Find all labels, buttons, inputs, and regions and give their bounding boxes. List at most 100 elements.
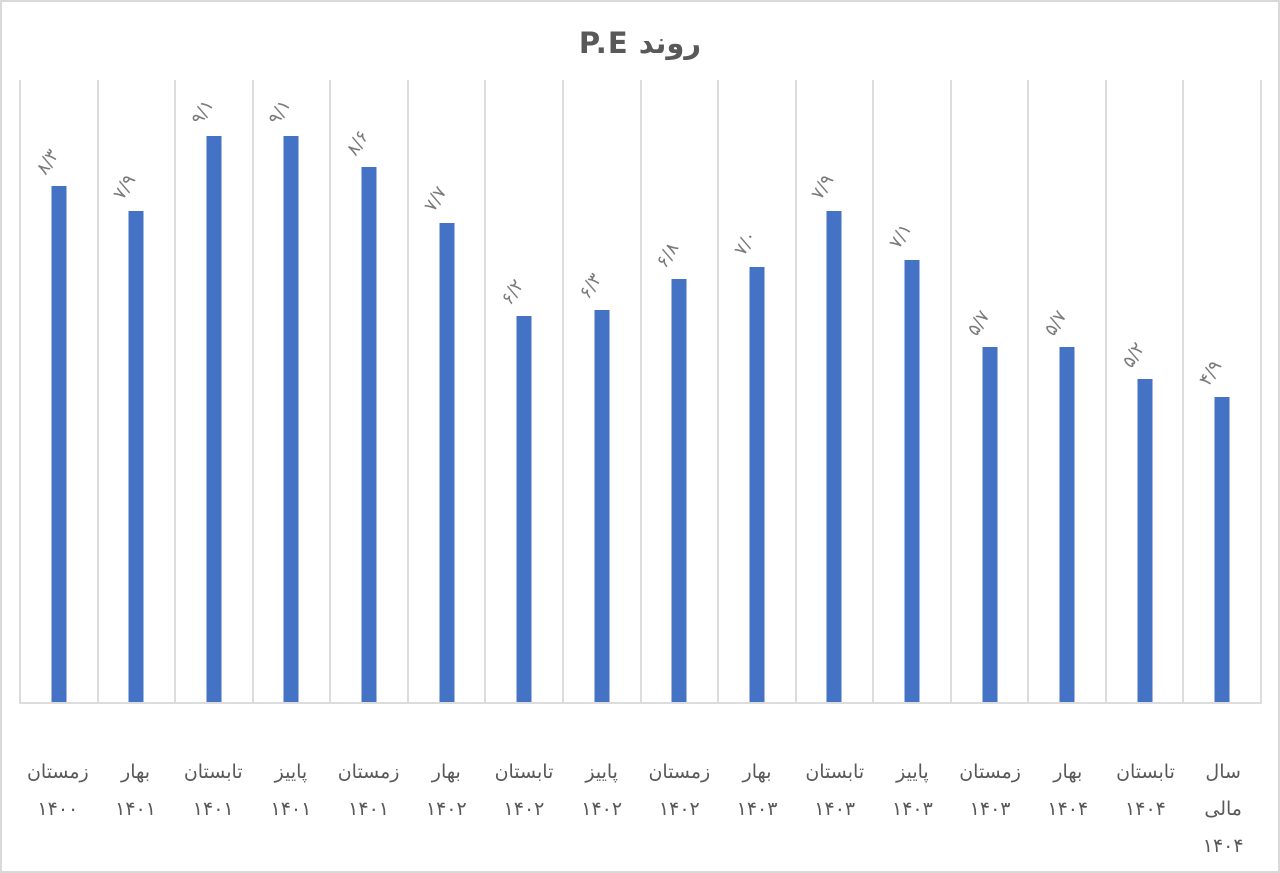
bar: [283, 135, 299, 702]
bar: [904, 260, 920, 702]
x-axis-label: تابستان ۱۴۰۳: [796, 704, 874, 865]
category-column: ۷/۰: [717, 80, 795, 702]
x-axis-label-line: ۱۴۰۱: [270, 798, 312, 820]
bar-value-label: ۴/۹: [1195, 357, 1227, 390]
x-axis-label: بهار ۱۴۰۳: [718, 704, 796, 865]
category-column: ۹/۱: [251, 80, 330, 702]
bar-value-label: ۸/۶: [342, 126, 374, 160]
x-axis-label: پاییز ۱۴۰۱: [252, 704, 330, 865]
category-column: ۵/۷: [949, 80, 1028, 702]
x-axis-label-line: ۱۴۰۴: [1202, 835, 1244, 857]
x-axis-label-line: زمستان: [648, 761, 711, 783]
bar-value-label: ۵/۲: [1117, 338, 1149, 372]
x-axis-label: سال مالی ۱۴۰۴: [1184, 704, 1262, 865]
bar: [594, 310, 610, 702]
category-column: ۵/۲: [1104, 80, 1183, 702]
x-axis-label-line: تابستان: [1116, 761, 1175, 783]
x-axis-label-line: ۱۴۰۳: [891, 798, 933, 820]
x-axis-label: پاییز ۱۴۰۳: [874, 704, 952, 865]
bar: [128, 210, 144, 702]
x-axis-label: زمستان ۱۴۰۰: [19, 704, 97, 865]
bar-value-label: ۸/۳: [31, 145, 64, 179]
x-axis-label: زمستان ۱۴۰۲: [641, 704, 719, 865]
category-column: ۶/۲: [484, 80, 562, 702]
x-axis-label-line: تابستان: [494, 761, 554, 783]
bar: [51, 185, 67, 702]
bar: [982, 347, 998, 702]
bar-value-label: ۹/۱: [186, 95, 219, 129]
category-column: ۶/۳: [561, 80, 640, 702]
x-axis-label: تابستان ۱۴۰۴: [1107, 704, 1185, 865]
x-axis-label: بهار ۱۴۰۴: [1029, 704, 1107, 865]
x-axis-label-line: ۱۴۰۴: [1047, 798, 1089, 820]
bar-value-label: ۹/۱: [264, 95, 296, 129]
x-axis-label: تابستان ۱۴۰۲: [485, 704, 563, 865]
bar: [1137, 378, 1153, 702]
bar: [206, 135, 222, 702]
bar: [1059, 347, 1075, 702]
x-axis-label-line: بهار: [1053, 761, 1083, 783]
x-axis-label-line: زمستان: [337, 761, 400, 783]
bar: [439, 223, 455, 702]
bar: [516, 316, 532, 702]
category-column: ۷/۷: [406, 80, 485, 702]
bar-value-label: ۶/۲: [497, 276, 529, 309]
x-axis-label-line: ۱۴۰۳: [736, 798, 778, 820]
x-axis-label-line: زمستان: [26, 761, 89, 783]
x-axis-label-line: ۱۴۰۱: [115, 798, 156, 820]
x-axis-label-line: ۱۴۰۰: [37, 798, 79, 820]
bar-value-label: ۷/۹: [109, 170, 141, 204]
x-axis-label: تابستان ۱۴۰۱: [174, 704, 252, 865]
x-axis-label: زمستان ۱۴۰۳: [951, 704, 1029, 865]
x-axis-label-line: ۱۴۰۳: [814, 798, 856, 820]
category-column: ۴/۹: [1182, 80, 1260, 702]
category-column: ۸/۶: [329, 80, 407, 702]
x-axis-label-line: پاییز: [585, 761, 618, 783]
x-axis-label-line: تابستان: [183, 761, 243, 783]
x-axis-label-line: ۱۴۰۲: [503, 798, 545, 820]
x-axis-label-line: پاییز: [274, 761, 308, 783]
x-axis-label-line: بهار: [431, 761, 461, 783]
x-axis-label-line: ۱۴۰۲: [425, 798, 467, 820]
x-axis-label-line: مالی: [1204, 798, 1242, 820]
category-column: ۸/۳: [19, 80, 97, 702]
bar: [826, 210, 842, 702]
x-axis-label-line: پاییز: [896, 761, 929, 783]
plot-area: ۸/۳ ۷/۹ ۹/۱ ۹/۱ ۸/۶ ۷/۷ ۶/۲ ۶/۳ ۶/۸ ۷/۰ ۷/۹ ۷/۱ ۵/۷ ۵…: [19, 80, 1262, 704]
x-axis-label-line: بهار: [121, 761, 151, 783]
x-axis-label-line: ۱۴۰۴: [1125, 798, 1166, 820]
x-axis-label: پاییز ۱۴۰۲: [563, 704, 641, 865]
bar-value-label: ۷/۹: [807, 170, 839, 204]
category-column: ۹/۱: [174, 80, 252, 702]
bar: [671, 279, 687, 702]
category-column: ۶/۸: [639, 80, 718, 702]
x-axis-label: بهار ۱۴۰۲: [407, 704, 485, 865]
category-column: ۵/۷: [1027, 80, 1105, 702]
x-axis-label-line: زمستان: [959, 761, 1021, 783]
x-axis-label-line: ۱۴۰۲: [658, 798, 700, 820]
bar-value-label: ۶/۳: [574, 269, 607, 303]
chart-title: روند P.E: [578, 26, 702, 60]
bar-value-label: ۷/۰: [729, 226, 762, 260]
bar-value-label: ۷/۱: [885, 220, 917, 253]
category-column: ۷/۹: [96, 80, 175, 702]
bar-value-label: ۷/۷: [419, 182, 451, 216]
x-axis-label-line: ۱۴۰۱: [348, 798, 389, 820]
x-axis-label: زمستان ۱۴۰۱: [330, 704, 408, 865]
category-column: ۷/۹: [794, 80, 873, 702]
bar: [1214, 397, 1230, 702]
bar-value-label: ۶/۸: [652, 238, 684, 272]
bar-value-label: ۵/۷: [962, 307, 994, 340]
bar-value-label: ۵/۷: [1040, 307, 1072, 340]
bar: [749, 266, 765, 702]
x-axis-label-line: بهار: [742, 761, 772, 783]
x-axis-label-line: تابستان: [805, 761, 865, 783]
x-axis-label: بهار ۱۴۰۱: [97, 704, 175, 865]
x-axis-label-line: ۱۴۰۱: [192, 798, 234, 820]
x-axis-label-line: سال: [1205, 761, 1241, 783]
category-column: ۷/۱: [872, 80, 950, 702]
x-axis-label-line: ۱۴۰۲: [581, 798, 623, 820]
bar: [361, 167, 377, 702]
x-axis-label-line: ۱۴۰۳: [969, 798, 1011, 820]
